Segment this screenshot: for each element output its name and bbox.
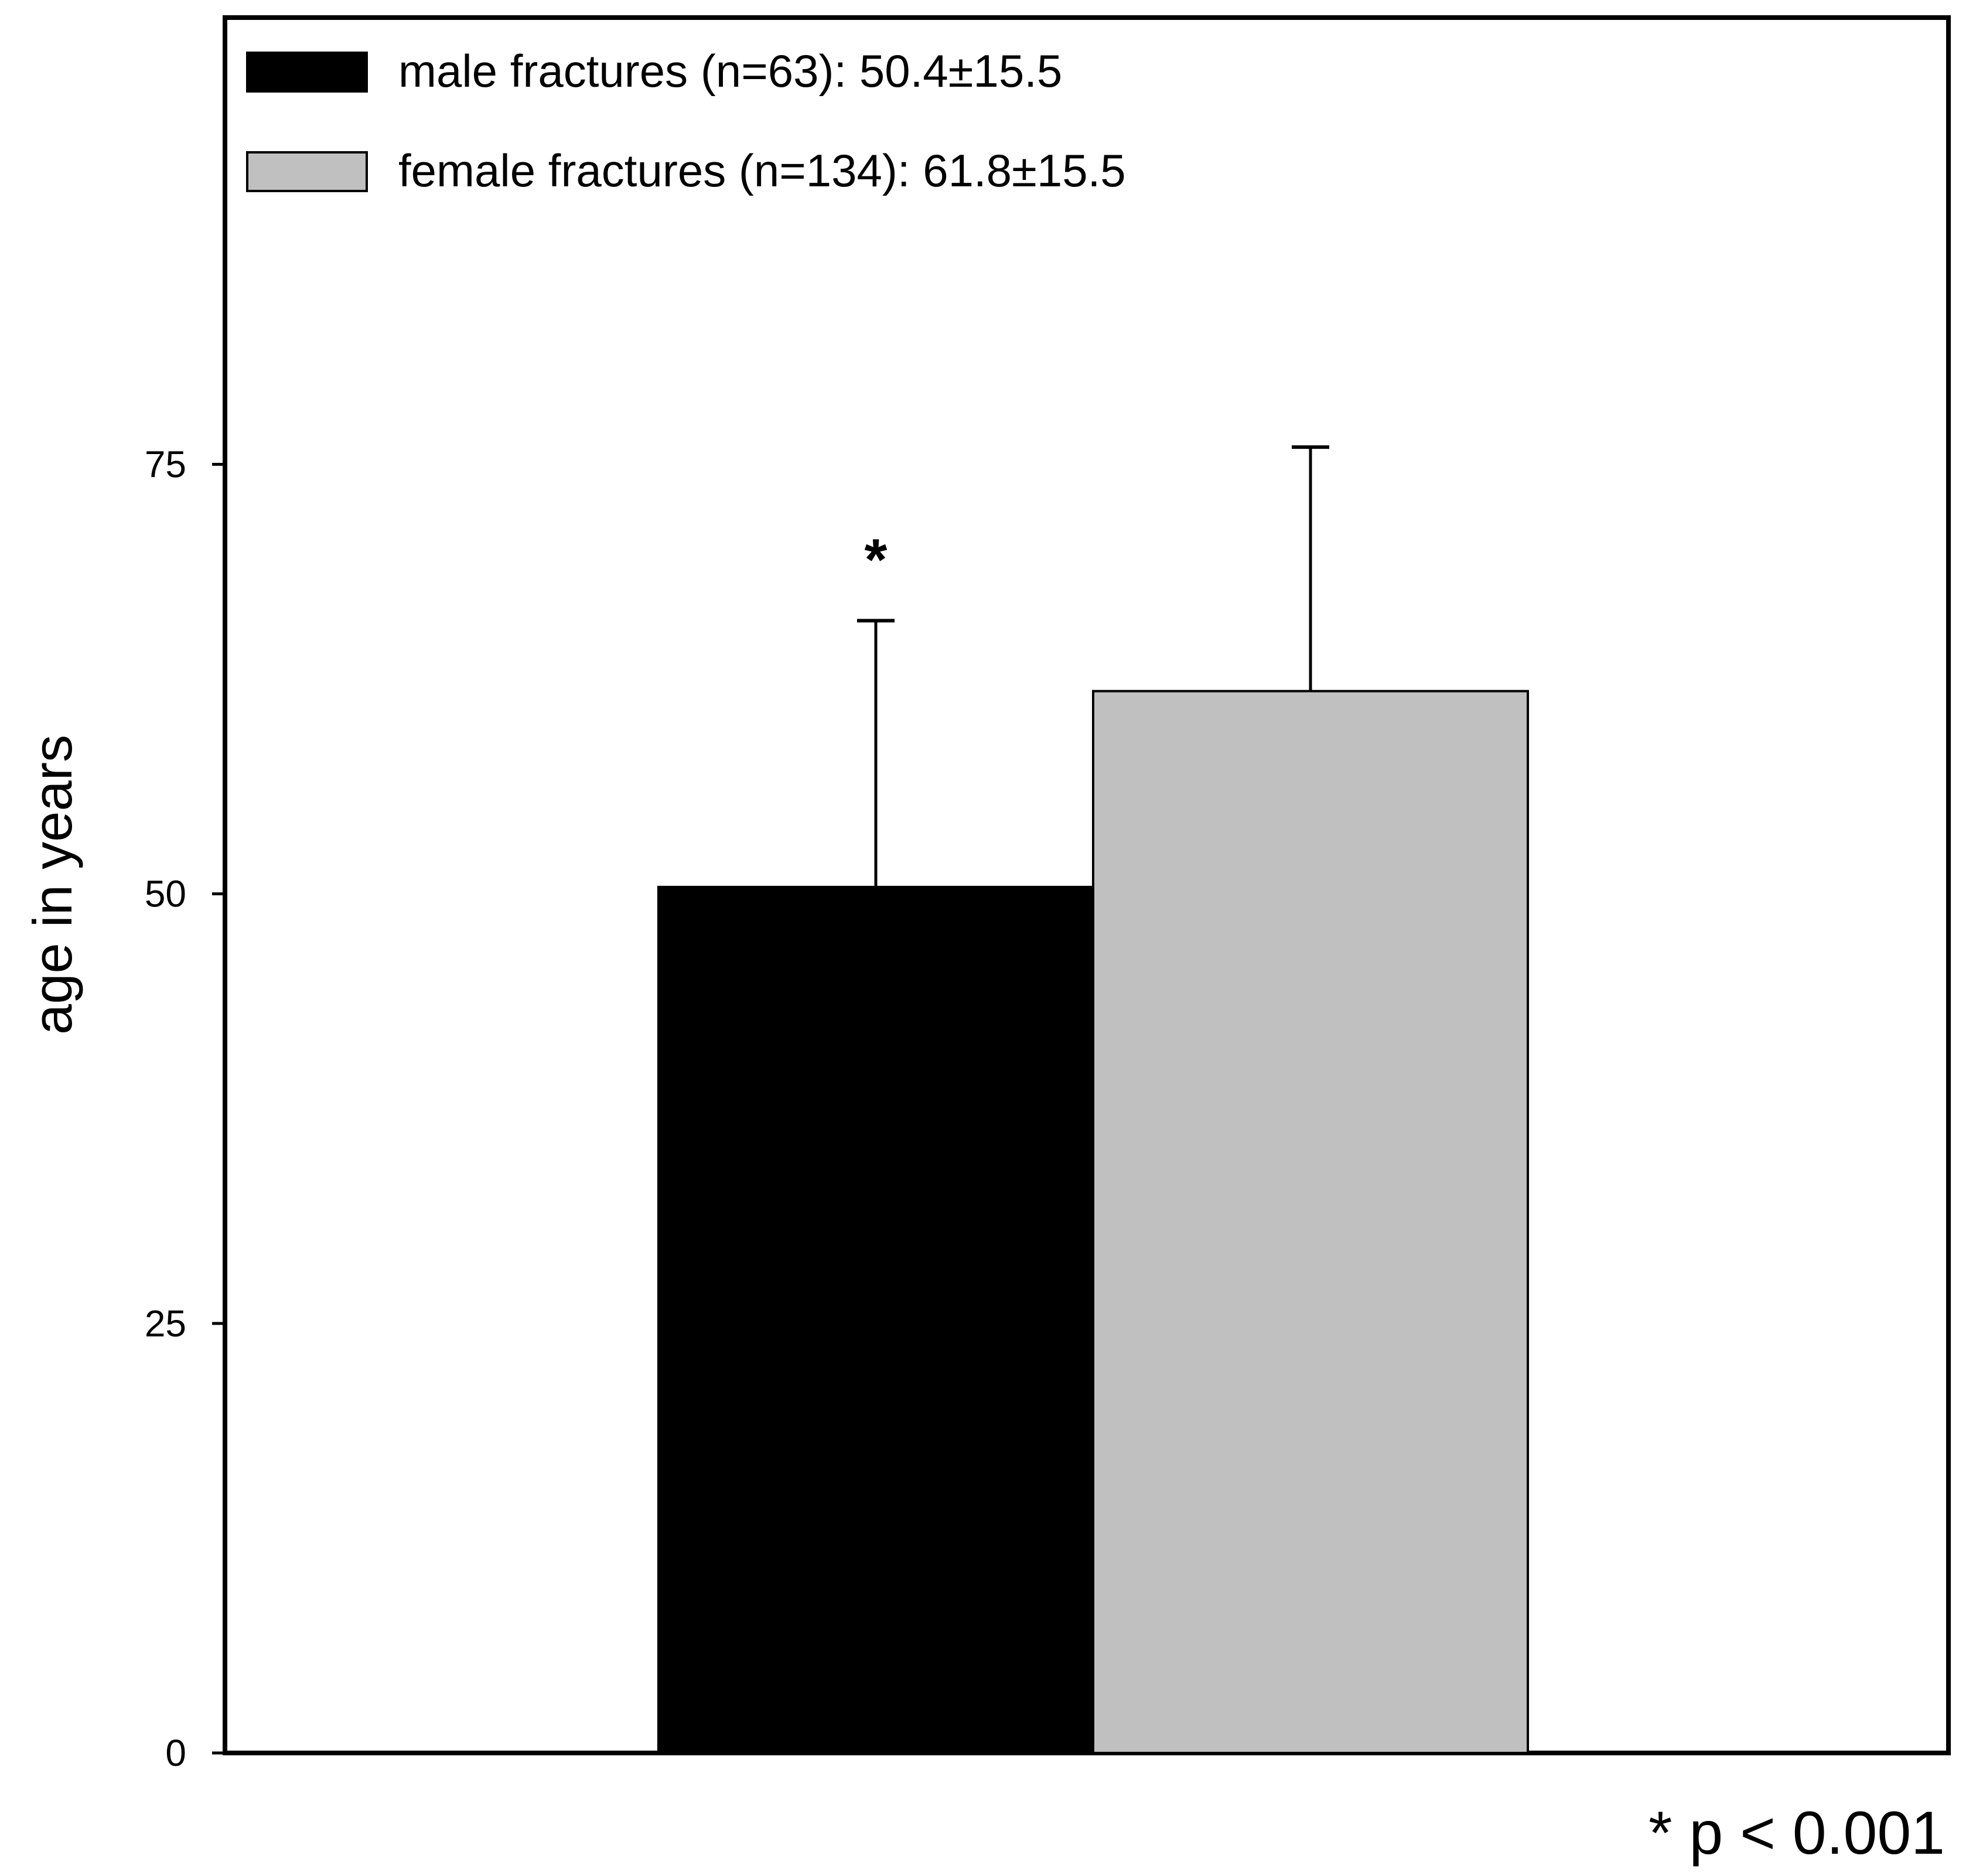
legend-label-male: male fractures (n=63): 50.4±15.5 (398, 45, 1062, 97)
y-tick-label-75: 75 (145, 443, 186, 485)
significance-marker: * (865, 527, 888, 592)
legend-swatch-female (246, 151, 368, 192)
y-axis: 0 25 50 75 (145, 443, 225, 1774)
legend-label-female: female fractures (n=134): 61.8±15.5 (398, 145, 1126, 196)
bars: * (657, 445, 1529, 1754)
y-tick-label-50: 50 (145, 873, 186, 915)
y-tick-label-25: 25 (145, 1302, 186, 1345)
bar-male (657, 885, 1094, 1754)
footnote: * p < 0.001 (1649, 1799, 1945, 1867)
legend-swatch-male (246, 52, 368, 93)
y-axis-title: age in years (22, 735, 83, 1035)
bar-female (1092, 690, 1529, 1754)
y-tick-label-0: 0 (165, 1732, 186, 1774)
legend: male fractures (n=63): 50.4±15.5 female … (246, 45, 1126, 196)
